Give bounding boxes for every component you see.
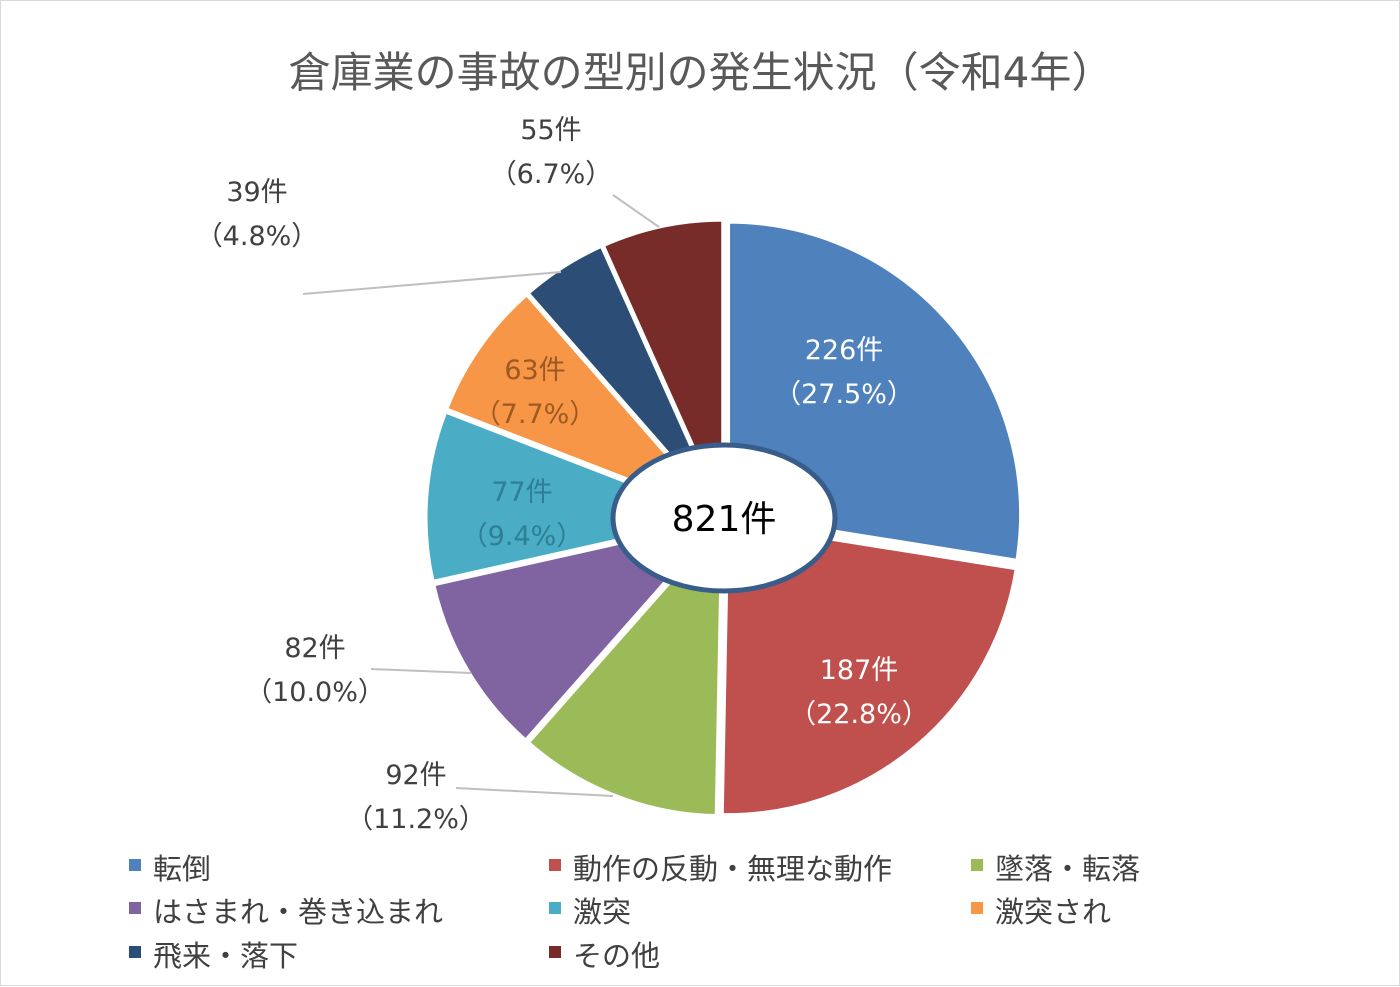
data-label-count-0: 226件: [805, 335, 884, 366]
slice-7: [601, 218, 725, 513]
slices-group: [424, 218, 1023, 818]
data-label-count-2: 92件: [385, 760, 446, 791]
data-label-percent-5: （7.7%）: [474, 399, 597, 430]
data-label-count-3: 82件: [284, 633, 345, 664]
leader-line-2: [455, 787, 614, 797]
leader-line-7: [612, 194, 660, 228]
data-label-percent-7: （6.7%）: [490, 159, 613, 190]
data-label-percent-6: （4.8%）: [196, 221, 319, 252]
legend-label-4: 激突: [573, 895, 631, 929]
legend-swatch-3: [129, 902, 141, 914]
donut-center-hole: [610, 442, 838, 594]
slice-4: [424, 410, 724, 584]
legend-swatch-2: [971, 859, 983, 871]
legend-label-0: 転倒: [153, 852, 211, 886]
slice-3: [432, 518, 724, 743]
legend-swatch-1: [549, 859, 561, 871]
legend-swatch-7: [549, 946, 561, 958]
chart-title: 倉庫業の事故の型別の発生状況（令和4年）: [289, 48, 1114, 97]
data-label-percent-2: （11.2%）: [346, 804, 486, 835]
legend-swatch-4: [549, 902, 561, 914]
data-label-count-6: 39件: [226, 177, 287, 208]
legend-label-3: はさまれ・巻き込まれ: [153, 895, 443, 929]
data-label-count-4: 77件: [491, 477, 552, 508]
legend-swatch-0: [129, 859, 141, 871]
data-label-count-7: 55件: [520, 115, 581, 146]
data-label-percent-3: （10.0%）: [245, 677, 385, 708]
legend-label-6: 飛来・落下: [153, 939, 298, 973]
slice-5: [444, 292, 721, 516]
legend-swatch-5: [971, 902, 983, 914]
slice-6: [526, 244, 723, 514]
leader-line-6: [302, 271, 562, 295]
legend-label-5: 激突され: [995, 895, 1111, 929]
data-label-percent-0: （27.5%）: [774, 379, 914, 410]
leader-lines-group: [302, 194, 660, 797]
data-label-percent-4: （9.4%）: [461, 521, 584, 552]
slice-1: [720, 520, 1018, 817]
slice-2: [526, 519, 724, 818]
total-count-label: 821件: [672, 499, 777, 540]
legend-swatch-6: [129, 946, 141, 958]
data-label-count-5: 63件: [504, 355, 565, 386]
data-label-count-1: 187件: [820, 655, 899, 686]
data-labels-group: 226件 （27.5%） 187件 （22.8%） 92件 （11.2%） 82件 （10.0…: [196, 115, 929, 835]
legend-label-1: 動作の反動・無理な動作: [573, 852, 892, 886]
legend-label-7: その他: [573, 939, 660, 973]
data-label-percent-1: （22.8%）: [789, 699, 929, 730]
legend-label-2: 墜落・転落: [995, 852, 1140, 886]
leader-line-3: [370, 668, 472, 674]
